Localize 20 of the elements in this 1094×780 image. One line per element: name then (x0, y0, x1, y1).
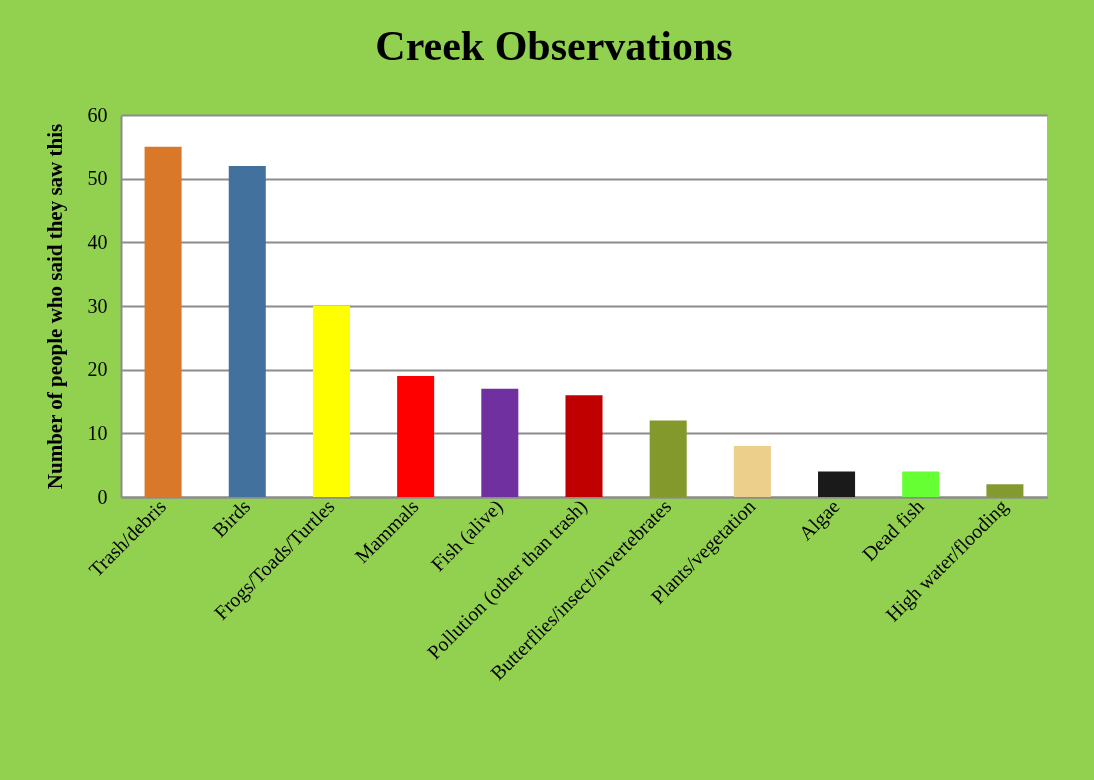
y-tick-label: 20 (87, 358, 108, 381)
bar (144, 146, 182, 497)
bar (986, 484, 1024, 497)
bar (481, 388, 519, 497)
bar (228, 165, 266, 497)
y-tick-label: 30 (87, 294, 108, 317)
bar (312, 306, 350, 497)
y-tick-label: 0 (97, 485, 108, 508)
bar (649, 420, 687, 497)
y-axis-title: Number of people who said they saw this (42, 123, 67, 490)
y-tick-label: 60 (87, 103, 108, 126)
bar (818, 471, 856, 497)
chart-title: Creek Observations (375, 23, 733, 69)
bar (565, 395, 603, 497)
y-tick-label: 50 (87, 167, 108, 190)
y-tick-label: 40 (87, 230, 108, 253)
bar (902, 471, 940, 497)
y-tick-label: 10 (87, 421, 108, 444)
bar (397, 376, 435, 497)
bar (733, 446, 771, 497)
